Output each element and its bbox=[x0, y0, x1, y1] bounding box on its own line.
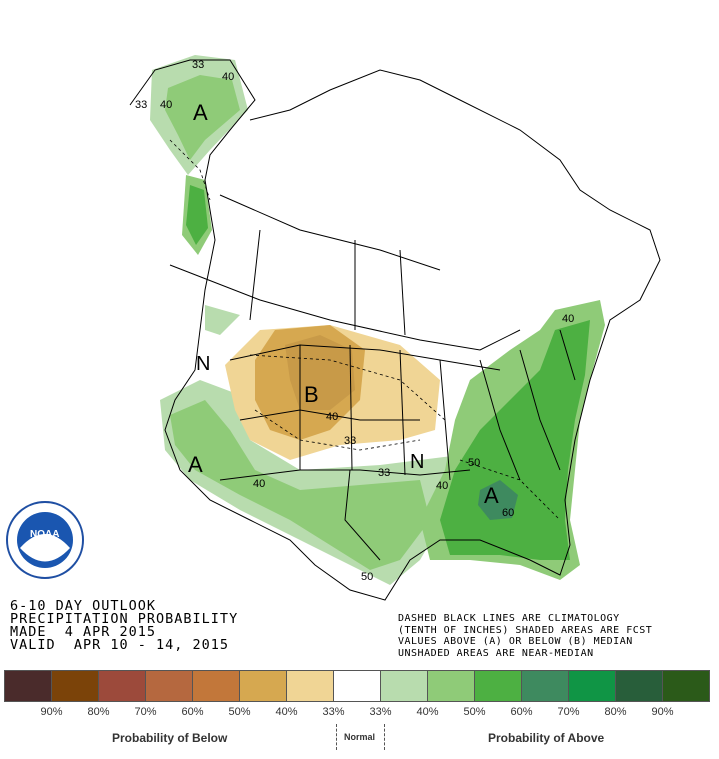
normal-label: Normal bbox=[344, 732, 376, 742]
legend-swatch bbox=[239, 670, 287, 702]
legend-swatch bbox=[615, 670, 663, 702]
south-above-50 bbox=[170, 400, 430, 570]
plains-below-50 bbox=[285, 335, 355, 410]
contour-40: 40 bbox=[222, 71, 234, 83]
nw-above bbox=[205, 305, 240, 335]
legend-percent: 33% bbox=[322, 706, 345, 718]
contour-40: 40 bbox=[562, 313, 574, 325]
valid-range: VALID APR 10 - 14, 2015 bbox=[10, 637, 230, 653]
label-a-southwest: A bbox=[188, 452, 203, 477]
contour-33: 33 bbox=[192, 59, 204, 71]
legend-percent: 40% bbox=[416, 706, 439, 718]
contour-60: 60 bbox=[502, 507, 514, 519]
label-b-plains: B bbox=[304, 382, 319, 407]
panhandle-above-dark bbox=[186, 185, 208, 245]
legend-swatch bbox=[427, 670, 475, 702]
contour-50: 50 bbox=[468, 457, 480, 469]
contour-33: 33 bbox=[344, 435, 356, 447]
legend-percent: 80% bbox=[87, 706, 110, 718]
contour-40: 40 bbox=[160, 99, 172, 111]
legend-swatch bbox=[662, 670, 710, 702]
outlook-title-block: 6-10 DAY OUTLOOK PRECIPITATION PROBABILI… bbox=[10, 598, 239, 653]
title-line2: PRECIPITATION PROBABILITY bbox=[10, 611, 239, 627]
legend-percent: 60% bbox=[510, 706, 533, 718]
contour-33: 33 bbox=[378, 467, 390, 479]
label-n-northwest: N bbox=[196, 353, 210, 375]
legend-swatch bbox=[380, 670, 428, 702]
legend-percent: 60% bbox=[181, 706, 204, 718]
svg-text:NOAA: NOAA bbox=[30, 529, 59, 540]
contour-50: 50 bbox=[361, 571, 373, 583]
legend-percent: 80% bbox=[604, 706, 627, 718]
alaska-above-50 bbox=[165, 75, 240, 160]
legend-percent: 33% bbox=[369, 706, 392, 718]
legend-swatches bbox=[4, 670, 715, 704]
legend-swatch bbox=[521, 670, 569, 702]
legend-percent: 90% bbox=[651, 706, 674, 718]
legend-swatch bbox=[568, 670, 616, 702]
label-a-southeast: A bbox=[484, 483, 499, 508]
noaa-logo: NOAA bbox=[6, 501, 84, 579]
legend-swatch bbox=[51, 670, 99, 702]
legend-swatch bbox=[286, 670, 334, 702]
note-line: UNSHADED AREAS ARE NEAR-MEDIAN bbox=[398, 647, 594, 659]
probability-above-label: Probability of Above bbox=[488, 731, 605, 745]
contour-33: 33 bbox=[135, 99, 147, 111]
contour-40: 40 bbox=[436, 480, 448, 492]
note-line: (TENTH OF INCHES) SHADED AREAS ARE FCST bbox=[398, 624, 653, 636]
legend-swatch bbox=[192, 670, 240, 702]
east-above-50 bbox=[440, 320, 590, 560]
legend-percent: 90% bbox=[40, 706, 63, 718]
probability-below-label: Probability of Below bbox=[112, 731, 228, 745]
label-n-central: N bbox=[410, 451, 424, 473]
legend-percent: 50% bbox=[228, 706, 251, 718]
legend-percent: 50% bbox=[463, 706, 486, 718]
precipitation-map: A A A B N N 33 40 33 40 40 40 33 33 40 4… bbox=[6, 55, 661, 601]
normal-separator-left bbox=[336, 724, 337, 750]
note-line: DASHED BLACK LINES ARE CLIMATOLOGY bbox=[398, 613, 620, 624]
legend-swatch bbox=[474, 670, 522, 702]
contour-40: 40 bbox=[326, 411, 338, 423]
legend-percent: 70% bbox=[134, 706, 157, 718]
legend-swatch bbox=[98, 670, 146, 702]
legend-swatch bbox=[4, 670, 52, 702]
legend-swatch bbox=[145, 670, 193, 702]
made-date: MADE 4 APR 2015 bbox=[10, 624, 157, 640]
legend-percentages: 90% 80% 70% 60% 50% 40% 33% 33% 40% 50% 60% 70% 80% 9… bbox=[4, 706, 715, 720]
legend-percent: 40% bbox=[275, 706, 298, 718]
normal-separator-right bbox=[384, 724, 385, 750]
title-line1: 6-10 DAY OUTLOOK bbox=[10, 598, 157, 614]
notes-block: DASHED BLACK LINES ARE CLIMATOLOGY (TENT… bbox=[398, 613, 652, 659]
label-a-alaska: A bbox=[193, 100, 208, 125]
se-above-60 bbox=[478, 480, 518, 520]
legend-swatch bbox=[333, 670, 381, 702]
legend-percent: 70% bbox=[557, 706, 580, 718]
note-line: VALUES ABOVE (A) OR BELOW (B) MEDIAN bbox=[398, 636, 633, 647]
contour-40: 40 bbox=[253, 478, 265, 490]
